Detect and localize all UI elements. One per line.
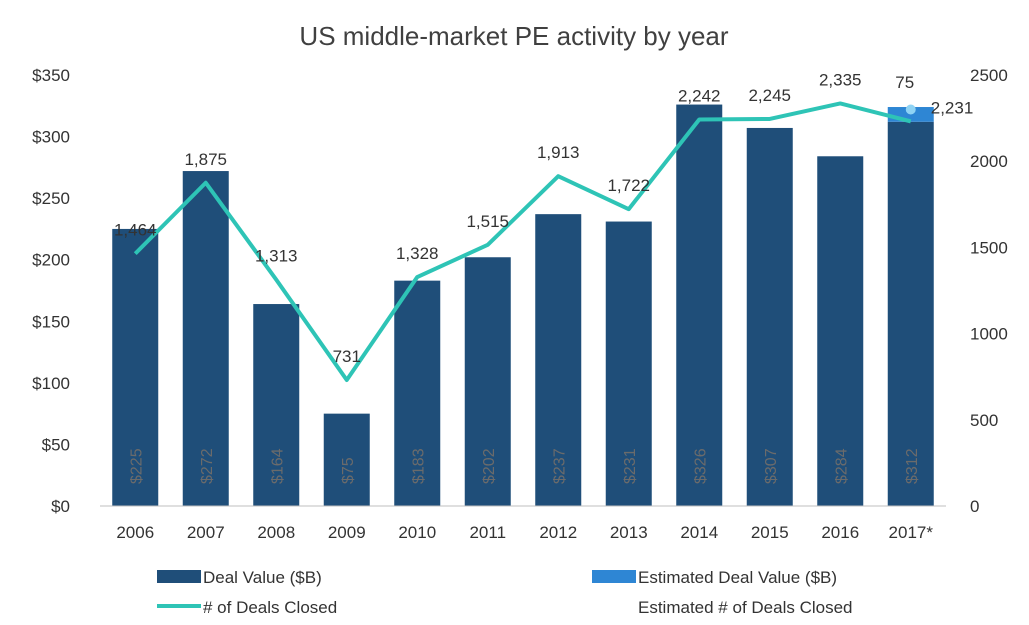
x-axis-tick-label: 2012: [539, 523, 577, 542]
deal-count-label: 1,913: [537, 143, 580, 162]
deal-count-label: 731: [333, 347, 361, 366]
bar-value-label: $307: [763, 448, 780, 484]
deal-value-bar: [323, 413, 370, 506]
right-axis-tick-label: 2500: [970, 66, 1008, 85]
chart-title: US middle-market PE activity by year: [299, 21, 728, 51]
left-axis-tick-label: $0: [51, 497, 70, 516]
x-axis: 2006 2007 2008 2009 2010 2011 2012 2013 2014 2015…: [116, 523, 933, 542]
bar-value-label: $164: [269, 448, 286, 484]
deal-value-bar: [112, 228, 159, 506]
deal-value-bar: [676, 104, 723, 506]
deal-value-bar: [605, 221, 652, 507]
bar-value-label: $202: [481, 448, 498, 484]
estimated-deal-value-label: 75: [895, 73, 914, 92]
deal-value-bar: [394, 280, 441, 506]
left-axis-tick-label: $150: [32, 312, 70, 331]
right-axis-tick-label: 2000: [970, 152, 1008, 171]
x-axis-tick-label: 2010: [398, 523, 436, 542]
x-axis-tick-label: 2009: [328, 523, 366, 542]
right-axis-tick-label: 500: [970, 411, 998, 430]
deal-count-label: 1,328: [396, 244, 439, 263]
x-axis-tick-label: 2007: [187, 523, 225, 542]
x-axis-tick-label: 2006: [116, 523, 154, 542]
legend-label-estimated-deal-value: Estimated Deal Value ($B): [638, 568, 837, 587]
legend: Deal Value ($B) Estimated Deal Value ($B)…: [157, 568, 853, 617]
bar-value-labels: $225 $272 $164 $75 $183 $202 $237 $231 $326 $307 $…: [128, 448, 921, 484]
bar-value-label: $237: [551, 448, 568, 484]
legend-label-deal-value: Deal Value ($B): [203, 568, 322, 587]
deal-value-bar: [746, 127, 793, 507]
deal-value-bar: [887, 121, 934, 507]
left-axis-tick-label: $350: [32, 66, 70, 85]
deals-closed-line: [133, 101, 912, 382]
legend-swatch-estimated-deal-value: [592, 570, 636, 583]
left-axis-tick-label: $50: [42, 435, 70, 454]
deal-count-label: 1,313: [255, 247, 298, 266]
deal-value-bar: [182, 171, 229, 506]
x-axis-tick-label: 2011: [469, 523, 506, 542]
bar-value-label: $272: [199, 448, 216, 484]
left-axis-tick-label: $300: [32, 128, 70, 147]
deals-line: [133, 101, 916, 382]
x-axis-tick-label: 2008: [257, 523, 295, 542]
right-axis: 0 500 1000 1500 2000 2500: [970, 66, 1008, 516]
bar-value-label: $183: [410, 448, 427, 484]
bar-value-label: $225: [128, 448, 145, 484]
deal-count-label: 2,245: [748, 86, 791, 105]
deal-count-label: 2,335: [819, 70, 862, 89]
x-axis-tick-label: 2015: [751, 523, 789, 542]
right-axis-tick-label: 1500: [970, 238, 1008, 257]
deal-count-label: 1,515: [466, 212, 509, 231]
bar-value-label: $312: [904, 448, 921, 484]
right-axis-tick-label: 1000: [970, 325, 1008, 344]
legend-label-deals-closed: # of Deals Closed: [203, 598, 337, 617]
x-axis-tick-label: 2014: [680, 523, 718, 542]
bars: [112, 104, 934, 507]
left-axis: $0 $50 $100 $150 $200 $250 $300 $350: [32, 66, 70, 516]
deal-count-label: 1,464: [114, 221, 157, 240]
x-axis-tick-label: 2013: [610, 523, 648, 542]
deal-count-labels: 1,464 1,875 1,313 731 1,328 1,515 1,913 1,722 2,…: [114, 70, 973, 366]
legend-swatch-deal-value: [157, 570, 201, 583]
bar-value-label: $231: [622, 448, 639, 484]
deal-value-bar: [464, 257, 511, 506]
x-axis-tick-label: 2016: [821, 523, 859, 542]
bar-value-label: $326: [692, 448, 709, 484]
deal-count-label: 1,875: [184, 150, 227, 169]
legend-label-estimated-deals-closed: Estimated # of Deals Closed: [638, 598, 853, 617]
deal-count-label: 2,231: [931, 98, 974, 117]
deal-value-bar: [253, 304, 300, 506]
left-axis-tick-label: $100: [32, 374, 70, 393]
left-axis-tick-label: $200: [32, 251, 70, 270]
deal-value-bar: [535, 214, 582, 506]
deal-count-label: 1,722: [607, 176, 650, 195]
right-axis-tick-label: 0: [970, 497, 979, 516]
x-axis-tick-label: 2017*: [889, 523, 934, 542]
deal-value-bar: [817, 156, 864, 506]
estimated-deals-marker: [905, 104, 916, 115]
bar-value-label: $75: [340, 457, 357, 484]
bar-value-label: $284: [833, 448, 850, 484]
left-axis-tick-label: $250: [32, 189, 70, 208]
deal-count-label: 2,242: [678, 86, 721, 105]
